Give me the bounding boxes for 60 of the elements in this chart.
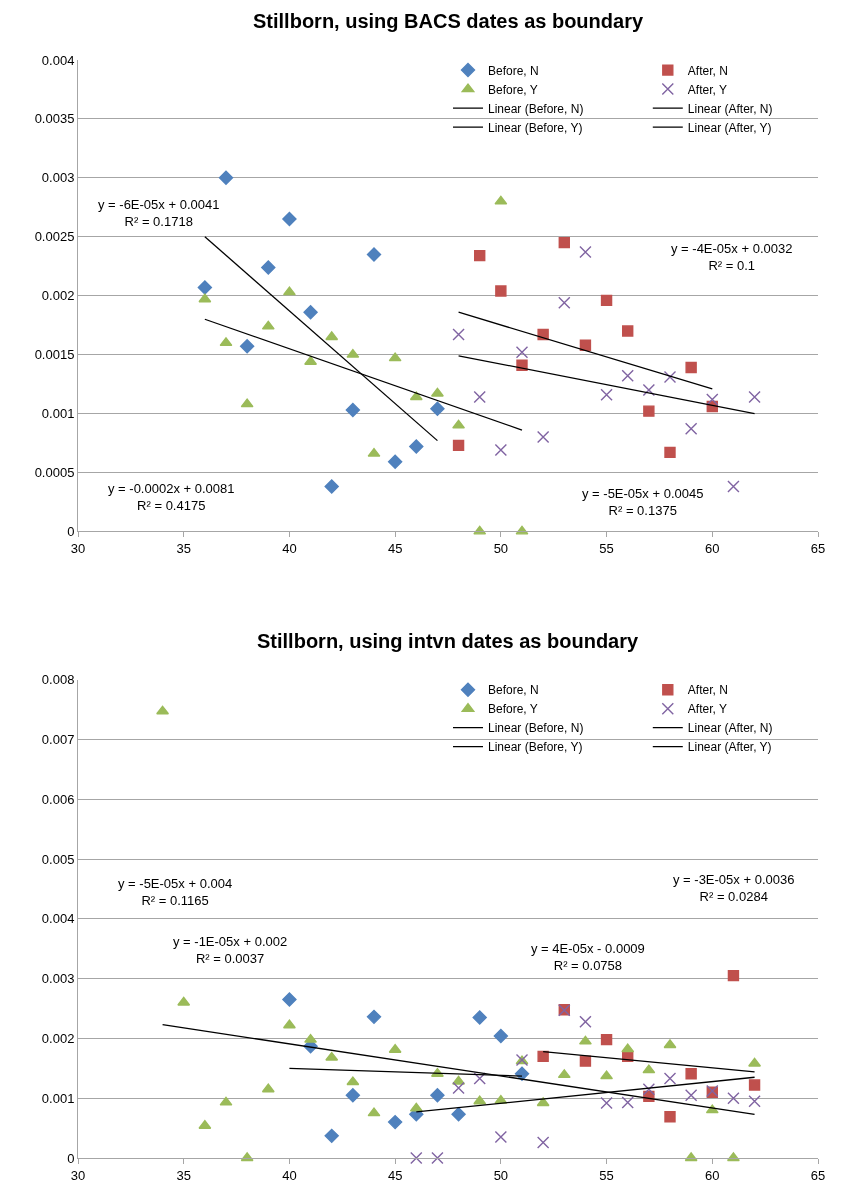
legend-label: Linear (After, Y): [687, 120, 772, 135]
x-tick-label: 35: [176, 1167, 191, 1183]
y-tick-label: 0.0005: [34, 465, 75, 480]
y-tick-label: 0.003: [41, 971, 75, 987]
annotation: y = -6E-05x + 0.0041 R² = 0.1718: [98, 197, 220, 229]
x-tick-label: 30: [70, 540, 86, 556]
y-tick-label: 0.001: [41, 406, 75, 422]
x-tick-label: 65: [810, 540, 826, 556]
chart-title: Stillborn, using BACS dates as boundary: [253, 10, 644, 32]
x-tick-label: 55: [599, 540, 614, 556]
y-tick-label: 0.008: [41, 672, 75, 688]
x-tick-label: 65: [810, 1167, 826, 1183]
x-tick-label: 60: [705, 540, 720, 556]
y-tick-label: 0: [67, 1150, 75, 1166]
y-tick-label: 0.004: [41, 52, 75, 68]
x-tick-label: 60: [705, 1167, 720, 1183]
y-tick-label: 0.0035: [34, 111, 75, 127]
legend-label: Linear (After, N): [687, 101, 773, 116]
legend-label: Linear (After, Y): [687, 740, 772, 755]
y-tick-label: 0.0025: [34, 229, 75, 245]
y-tick-label: 0.002: [41, 288, 75, 304]
x-tick-label: 50: [493, 1167, 509, 1183]
legend-label: Linear (Before, N): [488, 721, 584, 736]
y-tick-label: 0.0015: [34, 347, 75, 363]
y-tick-label: 0: [67, 523, 75, 539]
legend-label: Linear (Before, Y): [488, 740, 583, 755]
legend-label: Before, N: [488, 683, 539, 698]
x-tick-label: 40: [282, 1167, 297, 1183]
chart-title: Stillborn, using intvn dates as boundary: [257, 630, 640, 652]
legend-label: After, N: [687, 683, 728, 698]
legend-label: Linear (Before, Y): [488, 120, 583, 135]
legend-label: After, N: [687, 63, 728, 78]
x-tick-label: 55: [599, 1167, 614, 1183]
legend-label: Before, Y: [488, 82, 538, 97]
x-tick-label: 30: [70, 1167, 86, 1183]
annotation: y = -0.0002x + 0.0081 R² = 0.4175: [108, 481, 235, 513]
x-tick-label: 40: [282, 540, 297, 556]
legend-label: Linear (Before, N): [488, 101, 584, 116]
y-tick-label: 0.002: [41, 1030, 75, 1046]
y-tick-label: 0.005: [41, 851, 75, 867]
annotation: y = 4E-05x - 0.0009 R² = 0.0758: [531, 941, 645, 973]
legend-label: Linear (After, N): [687, 721, 773, 736]
y-tick-label: 0.001: [41, 1090, 75, 1106]
x-tick-label: 35: [176, 540, 191, 556]
annotation: y = -4E-05x + 0.0032 R² = 0.1: [671, 241, 793, 273]
annotation: y = -3E-05x + 0.0036 R² = 0.0284: [673, 872, 795, 904]
y-tick-label: 0.003: [41, 170, 75, 186]
annotation: y = -5E-05x + 0.004 R² = 0.1165: [118, 876, 233, 908]
annotation: y = -1E-05x + 0.002 R² = 0.0037: [173, 934, 288, 966]
annotation: y = -5E-05x + 0.0045 R² = 0.1375: [582, 486, 704, 518]
x-tick-label: 50: [493, 540, 509, 556]
x-tick-label: 45: [387, 540, 403, 556]
legend-label: Before, Y: [488, 702, 538, 717]
legend-label: After, Y: [687, 82, 727, 97]
y-tick-label: 0.006: [41, 791, 75, 807]
x-tick-label: 45: [387, 1167, 403, 1183]
y-tick-label: 0.004: [41, 911, 75, 927]
y-tick-label: 0.007: [41, 731, 75, 747]
legend-label: After, Y: [687, 702, 727, 717]
legend-label: Before, N: [488, 63, 539, 78]
